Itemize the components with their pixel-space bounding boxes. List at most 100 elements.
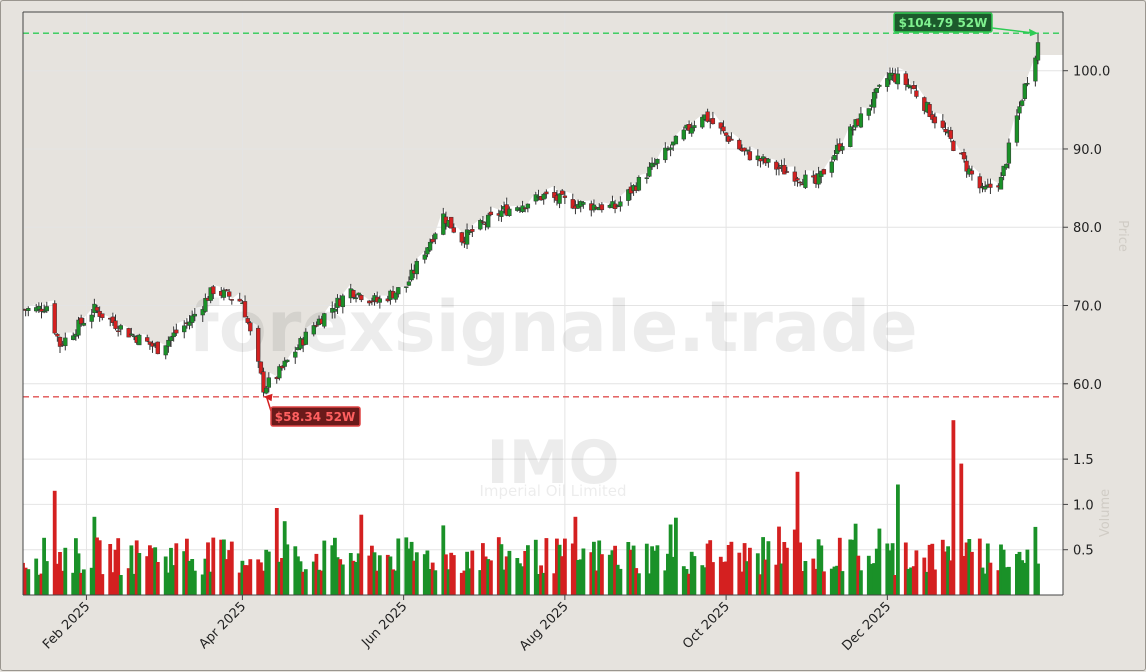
volume-bar: [145, 556, 150, 595]
candle-body: [227, 291, 232, 297]
volume-bar: [557, 544, 562, 595]
candle-body: [285, 359, 290, 362]
volume-bar: [853, 523, 858, 595]
symbol-watermark: IMO: [486, 428, 619, 498]
volume-bar: [835, 565, 839, 595]
volume-bar: [219, 539, 224, 595]
volume-bar: [370, 545, 374, 595]
volume-bar: [298, 561, 303, 595]
volume-bar: [814, 568, 818, 595]
candle-body: [377, 298, 382, 303]
volume-bar: [909, 567, 913, 595]
volume-bar: [507, 550, 512, 595]
candle-body: [242, 301, 248, 318]
candle-body: [100, 313, 105, 318]
candle-body: [742, 147, 747, 152]
volume-bar: [483, 556, 488, 595]
volume-bar: [811, 558, 816, 595]
volume-bar: [520, 566, 525, 595]
volume-bar: [245, 565, 250, 595]
candle-body: [816, 173, 821, 185]
candle-body: [988, 183, 993, 188]
candle-body: [470, 229, 475, 232]
volume-bar: [785, 547, 789, 595]
volume-bar: [748, 547, 752, 595]
volume-bar: [282, 521, 287, 595]
volume-bar: [227, 550, 232, 595]
volume-bar: [174, 543, 179, 595]
volume-bar: [526, 545, 530, 595]
volume-bar: [822, 571, 826, 595]
volume-bar: [351, 560, 356, 595]
volume-bar: [311, 561, 316, 595]
x-tick-label: Jun 2025: [358, 599, 410, 651]
candle-body: [171, 332, 176, 338]
volume-bar: [132, 573, 136, 595]
candle-body: [871, 92, 877, 108]
candle-body: [229, 299, 234, 301]
candle-body: [79, 317, 84, 325]
volume-bar: [153, 547, 158, 595]
candle-body: [71, 335, 76, 340]
candle-body: [266, 377, 271, 388]
volume-bar: [859, 570, 863, 595]
volume-bar: [959, 463, 964, 595]
volume-bar: [333, 537, 337, 595]
candle-body: [303, 331, 308, 345]
candle-body: [63, 337, 68, 347]
volume-bar: [726, 545, 731, 595]
candle-body: [404, 286, 409, 288]
candle-body: [874, 87, 879, 93]
candle-body: [256, 327, 261, 362]
volume-bar: [314, 553, 319, 595]
candle-body: [76, 319, 81, 336]
candle-body: [353, 297, 359, 300]
candle-body: [848, 126, 853, 147]
candle-body: [113, 320, 118, 329]
volume-bar: [663, 570, 668, 595]
volume-bar: [607, 554, 612, 595]
volume-bar: [425, 550, 430, 595]
volume-bar: [502, 569, 506, 595]
volume-bar: [224, 559, 229, 595]
volume-bar: [256, 559, 261, 595]
candle-body: [832, 155, 837, 160]
volume-bar: [206, 542, 210, 595]
volume-bar: [980, 567, 985, 595]
volume-bar: [951, 420, 956, 595]
volume-bar: [885, 543, 890, 595]
volume-bar: [499, 544, 504, 595]
volume-bar: [515, 558, 520, 595]
x-tick-label: Dec 2025: [839, 599, 894, 654]
volume-bar: [927, 544, 932, 595]
candle-body: [282, 360, 287, 367]
volume-bar: [977, 538, 982, 595]
candle-body: [866, 108, 871, 116]
candle-body: [1017, 106, 1022, 114]
candle-body: [906, 84, 911, 88]
volume-bar: [792, 529, 797, 595]
candle-body: [1033, 57, 1038, 82]
volume-bar: [407, 548, 411, 595]
volume-bar: [446, 569, 451, 595]
candle-body: [840, 146, 845, 151]
candle-body: [464, 229, 470, 245]
volume-bar: [385, 554, 390, 595]
volume-bar: [948, 560, 953, 595]
candle-body: [829, 161, 834, 173]
candle-body: [557, 193, 562, 204]
volume-bar: [92, 516, 97, 595]
volume-bar: [798, 542, 802, 595]
volume-bar: [111, 572, 115, 595]
candle-body: [581, 202, 586, 205]
candle-body: [721, 126, 726, 132]
candle-body: [211, 286, 216, 295]
high-arrow-head: [1029, 28, 1038, 37]
volume-bar: [23, 567, 28, 595]
volume-bar: [874, 548, 879, 595]
volume-bar: [1001, 549, 1006, 595]
candle-body: [36, 306, 42, 310]
candle-body: [81, 322, 86, 326]
volume-bar: [518, 563, 522, 595]
